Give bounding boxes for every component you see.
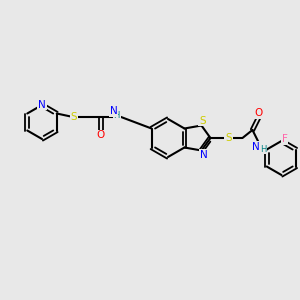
Text: S: S — [199, 116, 206, 125]
Text: N: N — [38, 100, 46, 110]
Text: H: H — [113, 111, 120, 120]
Text: O: O — [97, 130, 105, 140]
Text: S: S — [70, 112, 77, 122]
Text: F: F — [281, 134, 287, 144]
Text: S: S — [225, 133, 232, 143]
Text: N: N — [200, 149, 207, 160]
Text: N: N — [252, 142, 259, 152]
Text: N: N — [110, 106, 118, 116]
Text: O: O — [254, 108, 262, 118]
Text: H: H — [260, 145, 267, 154]
